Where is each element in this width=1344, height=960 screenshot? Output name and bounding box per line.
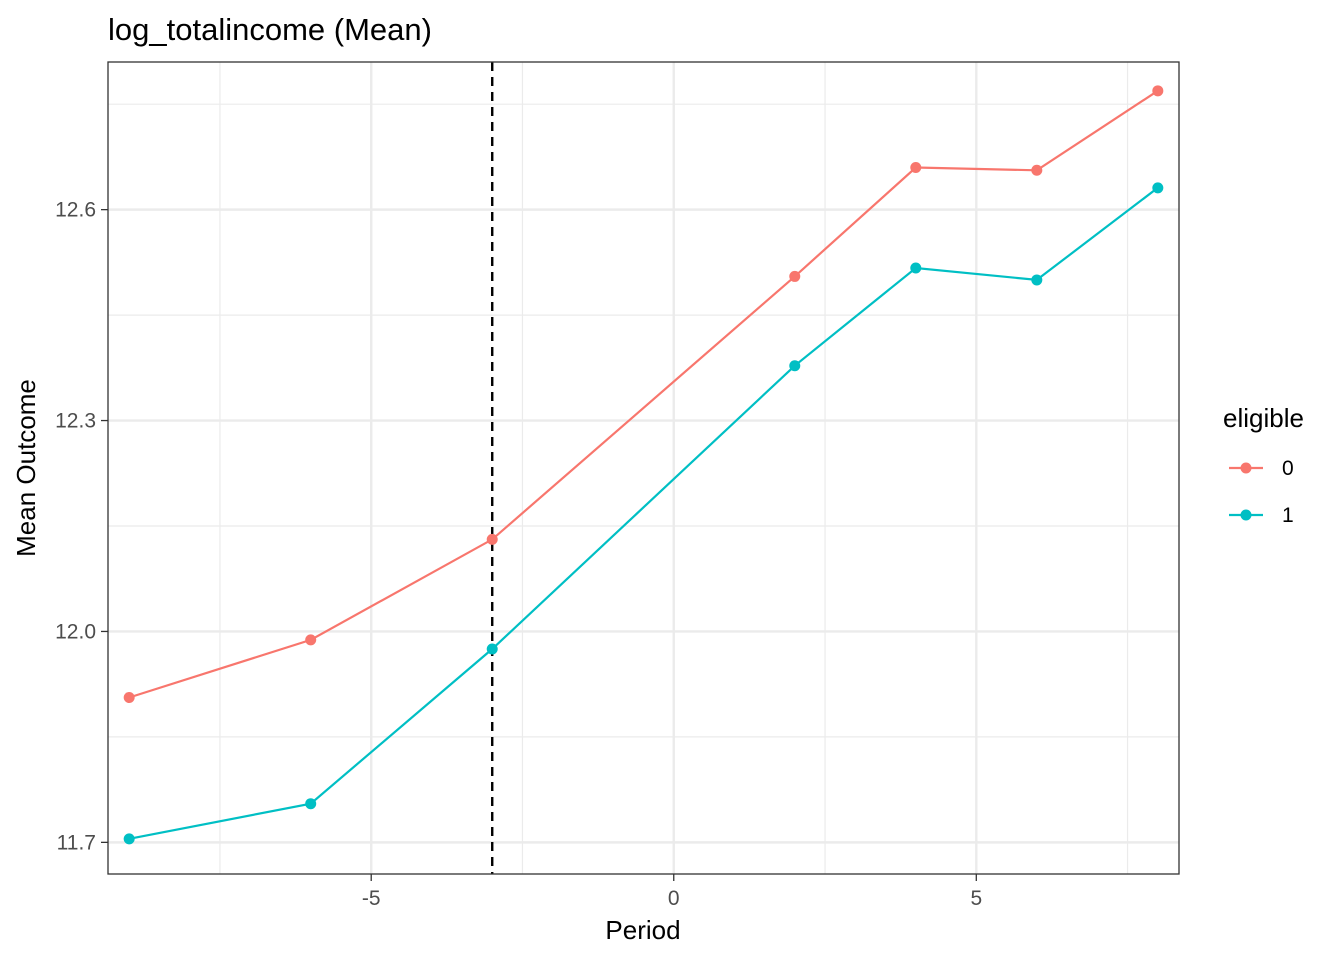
data-point-1	[1152, 182, 1163, 193]
y-axis-title: Mean Outcome	[11, 379, 41, 557]
x-tick-label: 5	[970, 887, 982, 910]
data-point-0	[1031, 165, 1042, 176]
data-point-1	[910, 262, 921, 273]
data-point-1	[487, 644, 498, 655]
data-point-0	[910, 162, 921, 173]
y-tick-label: 11.7	[57, 831, 96, 854]
x-tick-label: -5	[362, 887, 381, 910]
data-point-1	[1031, 274, 1042, 285]
data-point-1	[789, 360, 800, 371]
legend-label: 0	[1282, 457, 1294, 480]
plot-panel-background	[108, 62, 1179, 874]
legend-key-point	[1241, 463, 1252, 474]
data-point-1	[305, 798, 316, 809]
y-tick-label: 12.0	[55, 620, 96, 643]
y-tick-label: 12.6	[55, 199, 96, 222]
y-tick-label: 12.3	[55, 410, 96, 433]
chart-title: log_totalincome (Mean)	[108, 12, 432, 47]
x-tick-label: 0	[668, 887, 680, 910]
data-point-0	[487, 534, 498, 545]
legend-key-point	[1241, 510, 1252, 521]
data-point-0	[305, 634, 316, 645]
data-point-0	[789, 271, 800, 282]
data-point-0	[124, 692, 135, 703]
legend-label: 1	[1282, 504, 1294, 527]
x-axis-title: Period	[605, 915, 680, 945]
data-point-1	[124, 833, 135, 844]
legend-title: eligible	[1223, 403, 1304, 433]
data-point-0	[1152, 85, 1163, 96]
